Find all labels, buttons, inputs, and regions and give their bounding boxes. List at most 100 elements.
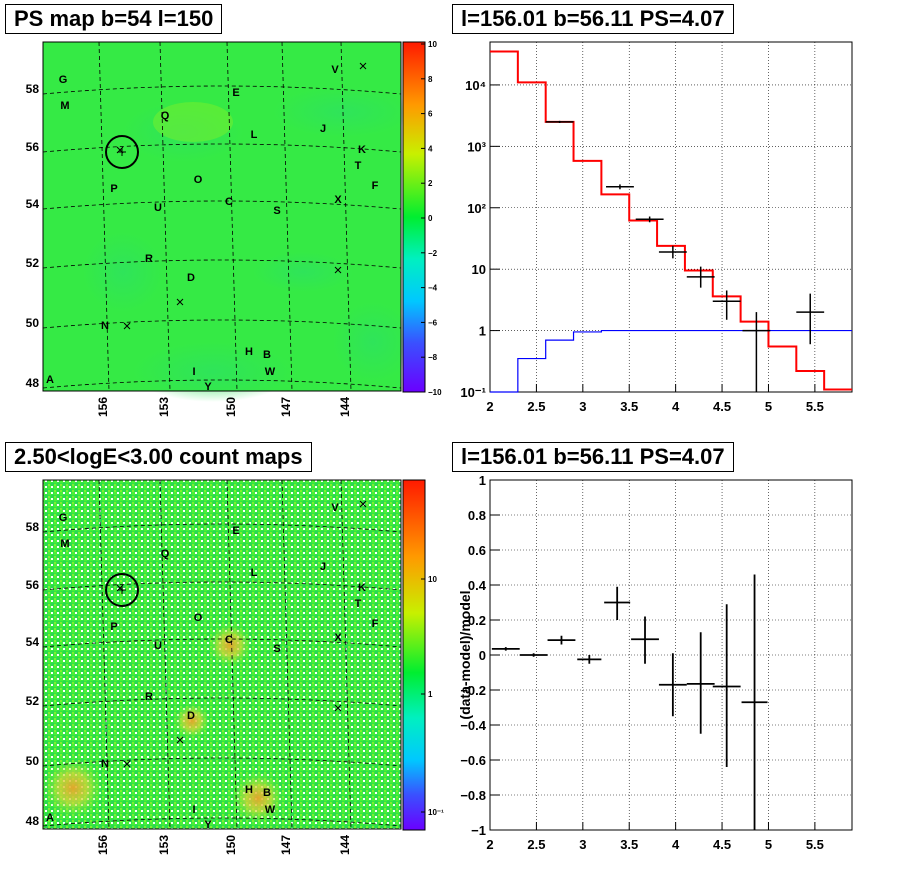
psmap-map: A B C D E F G H I J K L M N O P Q R S T U V W X Y 48 50 52 54 56 58 156… bbox=[26, 41, 413, 417]
x-tick-label: 2.5 bbox=[527, 837, 545, 852]
latitude-line bbox=[42, 757, 402, 767]
longitude-line bbox=[340, 41, 352, 392]
longitude-line bbox=[281, 479, 293, 830]
lat-tick-label: 48 bbox=[26, 814, 40, 828]
lat-tick-label: 58 bbox=[26, 82, 40, 96]
spectrum-title: l=156.01 b=56.11 PS=4.07 bbox=[452, 4, 734, 34]
lat-tick-label: 56 bbox=[26, 578, 40, 592]
source-label: V bbox=[331, 64, 339, 76]
source-label: L bbox=[251, 129, 258, 141]
colorbar-tick-label: −4 bbox=[428, 284, 438, 293]
source-halo bbox=[174, 703, 210, 739]
source-label: O bbox=[194, 612, 203, 624]
source-label: L bbox=[251, 567, 258, 579]
x-tick-label: 4.5 bbox=[713, 837, 731, 852]
source-label: T bbox=[355, 160, 362, 172]
colorbar-gradient bbox=[402, 41, 426, 393]
x-tick-label: 4.5 bbox=[713, 399, 731, 414]
y-tick-label: 0.6 bbox=[468, 543, 486, 558]
colorbar-gradient bbox=[402, 479, 426, 831]
y-tick-label: −1 bbox=[471, 823, 486, 838]
source-label: P bbox=[110, 621, 117, 633]
source-label: W bbox=[265, 804, 276, 816]
model-series-line bbox=[490, 329, 852, 393]
lon-tick-label: 147 bbox=[279, 835, 293, 855]
lon-tick-label: 153 bbox=[157, 835, 171, 855]
colorbar-tick-label: 6 bbox=[428, 110, 433, 119]
lon-tick-label: 156 bbox=[96, 397, 110, 417]
source-label: N bbox=[101, 758, 109, 770]
colorbar-tick-label: 1 bbox=[428, 690, 433, 699]
lat-tick-label: 50 bbox=[26, 754, 40, 768]
spectrum-plot: 2 2.5 3 3.5 4 4.5 5 5.5 10⁻¹ 1 10 10² 10³ 10⁴ bbox=[460, 41, 853, 414]
source-label: T bbox=[355, 598, 362, 610]
lon-tick-label: 150 bbox=[224, 835, 238, 855]
longitude-line bbox=[226, 41, 238, 392]
lat-tick-label: 52 bbox=[26, 256, 40, 270]
x-tick-label: 5 bbox=[765, 399, 772, 414]
bottom-colorbar: 10 1 10⁻¹ bbox=[402, 479, 444, 831]
latitude-line bbox=[42, 697, 402, 707]
map-texture-patch bbox=[153, 102, 233, 142]
lon-tick-label: 144 bbox=[338, 397, 352, 417]
map-texture-patch bbox=[83, 232, 163, 312]
y-tick-label: −0.6 bbox=[460, 753, 486, 768]
latitude-line bbox=[42, 200, 402, 210]
source-label: Q bbox=[161, 110, 170, 122]
plot-frame bbox=[489, 41, 853, 393]
map-frame bbox=[42, 41, 402, 392]
y-tick-label: 1 bbox=[479, 324, 486, 339]
latitude-line bbox=[42, 638, 402, 648]
source-label: Y bbox=[204, 819, 212, 831]
source-label: B bbox=[263, 349, 271, 361]
lat-tick-label: 50 bbox=[26, 316, 40, 330]
source-label: A bbox=[46, 374, 54, 386]
x-tick-label: 3.5 bbox=[620, 399, 638, 414]
target-cross bbox=[118, 148, 126, 156]
y-tick-label: 10³ bbox=[467, 139, 486, 154]
graticule bbox=[42, 479, 402, 830]
y-tick-label: −0.2 bbox=[460, 683, 486, 698]
y-tick-label: 10⁻¹ bbox=[460, 385, 486, 400]
latitude-line bbox=[42, 143, 402, 153]
graticule bbox=[42, 41, 402, 392]
source-halo bbox=[43, 758, 103, 818]
longitude-line bbox=[340, 479, 352, 830]
source-label: C bbox=[225, 196, 233, 208]
y-tick-label: 10⁴ bbox=[465, 78, 486, 93]
longitude-line bbox=[226, 479, 238, 830]
colorbar-tick-label: 2 bbox=[428, 179, 433, 188]
y-tick-label: 0 bbox=[479, 648, 486, 663]
source-label: W bbox=[265, 366, 276, 378]
x-tick-label: 2.5 bbox=[527, 399, 545, 414]
source-label: H bbox=[245, 346, 253, 358]
colorbar-tick-label: −8 bbox=[428, 353, 438, 362]
source-label: X bbox=[334, 632, 342, 644]
y-tick-label: 0.2 bbox=[468, 613, 486, 628]
x-tick-label: 4 bbox=[672, 399, 680, 414]
source-label: R bbox=[145, 253, 153, 265]
source-label: P bbox=[110, 183, 117, 195]
lat-tick-label: 54 bbox=[26, 635, 40, 649]
longitude-line bbox=[159, 479, 171, 830]
x-tick-label: 4 bbox=[672, 837, 680, 852]
lon-tick-label: 150 bbox=[224, 397, 238, 417]
lat-tick-label: 54 bbox=[26, 197, 40, 211]
countmap-map: A B C D E F G H I J K L M N O P Q R S T U V W X Y 48 50 52 54 56 58 156… bbox=[26, 479, 402, 855]
x-tick-label: 2 bbox=[486, 837, 493, 852]
source-cross bbox=[176, 298, 184, 306]
map-top-title: PS map b=54 l=150 bbox=[5, 4, 223, 34]
source-cross bbox=[359, 62, 367, 70]
source-label: B bbox=[263, 787, 271, 799]
y-tick-label: 10 bbox=[472, 262, 486, 277]
lat-tick-label: 52 bbox=[26, 694, 40, 708]
map-texture-patch bbox=[133, 342, 293, 402]
source-label: S bbox=[273, 205, 280, 217]
x-tick-label: 2 bbox=[486, 399, 493, 414]
latitude-line bbox=[42, 85, 402, 95]
longitude-line bbox=[281, 41, 293, 392]
source-label: S bbox=[273, 643, 280, 655]
source-cross bbox=[359, 500, 367, 508]
target-circle bbox=[105, 135, 139, 169]
